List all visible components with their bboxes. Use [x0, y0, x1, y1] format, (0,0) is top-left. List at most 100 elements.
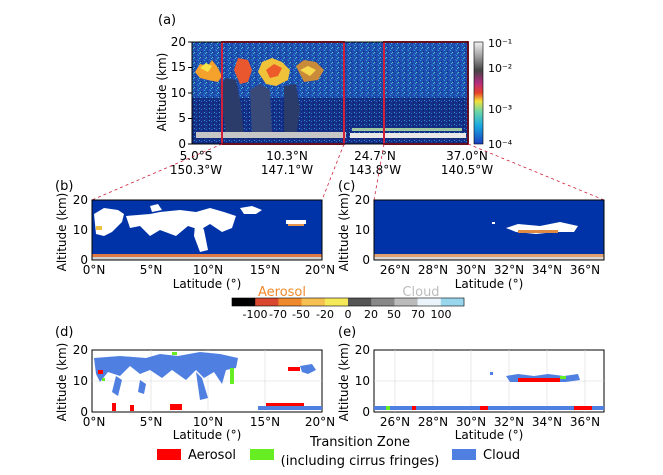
panel-d-aerosol [130, 405, 134, 411]
class-colorbar-cell [394, 298, 418, 306]
panel-c-frame [373, 199, 605, 261]
panel-a-colorbar-tick: 10⁻³ [488, 103, 512, 116]
panel-c-xtick: 28°N [418, 263, 448, 277]
class-colorbar: Aerosol Cloud -100 -70 -50 -20 0 20 50 7… [231, 285, 465, 321]
panel-d-ytick: 0 [80, 405, 88, 419]
panel-c-xtick: 26°N [380, 263, 410, 277]
panel-d-xtick: 20°N [305, 415, 335, 429]
panel-c-xtick: 34°N [532, 263, 562, 277]
panel-c-yaxis: 0 10 20 [355, 193, 370, 267]
panel-c-ylabel: Altitude (km) [337, 193, 351, 272]
class-colorbar-aerosol-label: Aerosol [258, 285, 306, 300]
class-colorbar-cell [324, 298, 349, 306]
legend: Aerosol Transition Zone (including cirru… [157, 435, 520, 469]
panel-a: (a) Altitude (km) [91, 13, 605, 201]
legend-aerosol-label: Aerosol [188, 448, 236, 463]
panel-a-boundary-layer [196, 132, 346, 138]
panel-a-cloud [234, 58, 252, 84]
panel-a-xtick-lon: 143.8°W [349, 163, 401, 177]
panel-d-cloud [112, 376, 122, 396]
panel-d-transition [172, 352, 177, 355]
panel-e-transition [560, 376, 566, 379]
connector-line [321, 143, 345, 201]
panel-d-aerosol [170, 404, 182, 410]
panel-e-xaxis: 26°N 28°N 30°N 32°N 34°N 36°N Latitude (… [380, 415, 600, 442]
panel-e-ytick: 0 [362, 405, 370, 419]
panel-c-xtick: 30°N [456, 263, 486, 277]
panel-a-cloud [266, 64, 282, 78]
panel-b-cloud [194, 214, 208, 252]
panel-a-xtick-lon: 140.5°W [441, 163, 493, 177]
panel-a-ytick: 5 [178, 111, 186, 125]
class-colorbar-cells [232, 298, 465, 306]
panel-d-xtick: 15°N [250, 415, 280, 429]
class-colorbar-tick: 0 [345, 308, 352, 321]
panel-c-ytick: 20 [355, 193, 370, 207]
panel-b-xlabel: Latitude (°) [173, 277, 242, 291]
panel-b-frame [91, 199, 323, 261]
panel-e-xtick: 36°N [570, 415, 600, 429]
class-colorbar-tick: 100 [431, 308, 452, 321]
panel-a-xtick-lat: 24.7°N [354, 149, 396, 163]
class-colorbar-tick: 50 [387, 308, 401, 321]
panel-c-xtick: 32°N [494, 263, 524, 277]
panel-b-ytick: 20 [73, 193, 88, 207]
class-colorbar-frame [231, 297, 465, 307]
panel-e-aerosol [518, 378, 560, 382]
panel-e-cloud [374, 406, 604, 410]
panel-e-ytick: 10 [355, 374, 370, 388]
legend-transition-label: Transition Zone [309, 435, 410, 450]
panel-b-cloud [240, 206, 262, 214]
panel-b-aerosol [288, 224, 304, 226]
panel-c-cloud [492, 222, 495, 224]
panel-a-colorbar-tick: 10⁻² [488, 62, 512, 75]
panel-a-yaxis: 0 5 10 15 20 [171, 35, 192, 151]
legend-cloud-label: Cloud [483, 448, 520, 463]
class-colorbar-cell [255, 298, 279, 306]
panel-d-ylabel: Altitude (km) [55, 343, 69, 422]
panel-a-ylabel: Altitude (km) [155, 53, 169, 132]
panel-d-transition [102, 378, 105, 381]
panel-b-xaxis: 0°N 5°N 10°N 15°N 20°N Latitude (°) [83, 263, 335, 291]
panel-e-xlabel: Latitude (°) [455, 428, 524, 442]
panel-e-xtick: 26°N [380, 415, 410, 429]
panel-a-colorbar-tick: 10⁻¹ [488, 37, 512, 50]
panel-b-aerosol [96, 226, 102, 230]
panel-d-label: (d) [55, 325, 73, 340]
panel-d-xaxis: 0°N 5°N 10°N 15°N 20°N Latitude (°) [83, 415, 335, 442]
panel-e-xtick: 28°N [418, 415, 448, 429]
panel-a-label: (a) [158, 13, 176, 28]
panel-b-ytick: 0 [80, 253, 88, 267]
panel-a-shadow [250, 84, 272, 136]
panel-d-xtick: 10°N [193, 415, 223, 429]
panel-e-xtick: 34°N [532, 415, 562, 429]
class-colorbar-tick: -70 [269, 308, 287, 321]
panel-b-label: (b) [55, 179, 73, 194]
class-colorbar-cell [232, 298, 256, 306]
panel-a-ytick: 15 [171, 60, 186, 74]
panel-c-label: (c) [338, 179, 355, 194]
panel-d-transition [230, 368, 234, 384]
panel-b-cloud [150, 204, 162, 212]
panel-b-yaxis: 0 10 20 [73, 193, 88, 267]
panel-a-aerosol-layer [352, 128, 462, 131]
class-colorbar-cell [371, 298, 395, 306]
panel-b-xtick: 0°N [83, 263, 106, 277]
panel-d-grid [92, 350, 322, 412]
panel-d-ytick: 10 [73, 374, 88, 388]
panel-a-xtick-lon: 147.1°W [261, 163, 313, 177]
panel-d-xlabel: Latitude (°) [173, 428, 242, 442]
panel-c-ytick: 0 [362, 253, 370, 267]
panel-d-ytick: 20 [73, 343, 88, 357]
class-colorbar-cell [301, 298, 326, 306]
panel-a-colorbar-tick: 10⁻⁴ [488, 138, 513, 151]
panel-a-colorbar-bar [473, 41, 484, 145]
panel-a-xtick-lat: 37.0°N [446, 149, 488, 163]
class-colorbar-tick: -50 [292, 308, 310, 321]
panel-d-xtick: 5°N [140, 415, 163, 429]
panel-a-ytick: 20 [171, 35, 186, 49]
panel-e-xtick: 32°N [494, 415, 524, 429]
panel-d-aerosol [112, 403, 116, 411]
panel-b: (b) Altitude (km) 0 10 20 0°N 5°N 10°N 1… [55, 179, 335, 291]
panel-d-cloud [94, 352, 238, 384]
